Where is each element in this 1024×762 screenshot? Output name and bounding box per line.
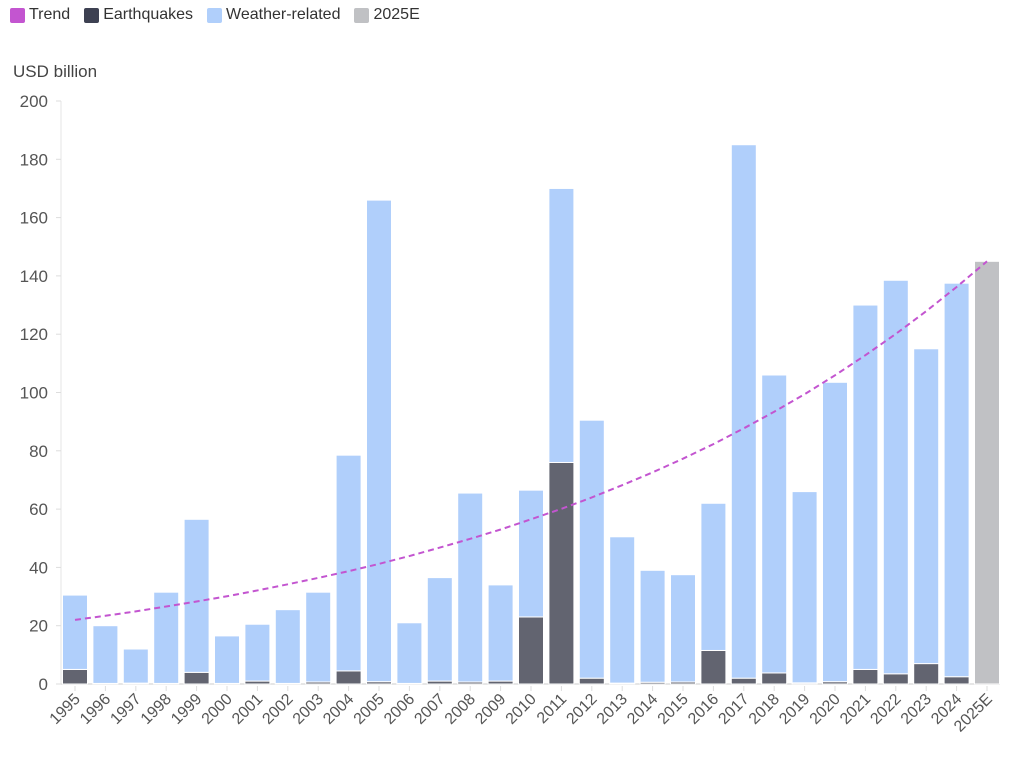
legend-label: 2025E bbox=[373, 6, 420, 23]
bar-weather-related bbox=[335, 454, 362, 672]
x-tick-label: 1996 bbox=[77, 691, 114, 728]
x-tick-label: 2022 bbox=[867, 691, 904, 728]
x-tick-label: 2008 bbox=[442, 691, 479, 728]
legend-label: Trend bbox=[29, 6, 71, 23]
x-tick-label: 2004 bbox=[320, 691, 357, 728]
x-tick-label: 2023 bbox=[898, 691, 935, 728]
bar-weather-related bbox=[518, 489, 544, 618]
x-tick-label: 1999 bbox=[168, 691, 205, 728]
x-tick-label: 1997 bbox=[107, 691, 144, 728]
bar-weather-related bbox=[639, 569, 666, 683]
y-tick-label: 0 bbox=[39, 675, 48, 694]
bar-earthquakes bbox=[943, 676, 970, 685]
bar-2025e bbox=[974, 260, 1000, 685]
bar-weather-related bbox=[244, 623, 271, 682]
bar-earthquakes bbox=[183, 671, 210, 685]
legend-item: Weather-related bbox=[207, 6, 340, 24]
bar-weather-related bbox=[943, 282, 970, 678]
bar-weather-related bbox=[305, 591, 332, 683]
x-tick-label: 2017 bbox=[715, 691, 752, 728]
legend-item: 2025E bbox=[354, 6, 420, 24]
bar-weather-related bbox=[214, 635, 240, 684]
legend-label: Earthquakes bbox=[103, 6, 194, 23]
bar-weather-related bbox=[548, 187, 575, 463]
legend-item: Earthquakes bbox=[84, 6, 193, 24]
legend-swatch bbox=[354, 7, 370, 23]
legend: Trend Earthquakes Weather-related 2025E bbox=[10, 6, 420, 24]
x-tick-label: 2021 bbox=[837, 691, 874, 728]
bar-weather-related bbox=[366, 199, 392, 683]
bar-earthquakes bbox=[548, 461, 575, 685]
bar-weather-related bbox=[700, 502, 727, 651]
bar-weather-related bbox=[183, 518, 210, 673]
bar-weather-related bbox=[92, 625, 119, 684]
x-tick-label: 1995 bbox=[47, 691, 84, 728]
bar-earthquakes bbox=[578, 677, 605, 685]
x-tick-label: 2010 bbox=[503, 691, 540, 728]
x-tick-label: 2003 bbox=[290, 691, 327, 728]
x-tick-label: 2012 bbox=[563, 691, 600, 728]
x-tick-label: 2014 bbox=[624, 691, 661, 728]
y-tick-label: 40 bbox=[29, 558, 48, 577]
x-tick-label: 2000 bbox=[199, 691, 236, 728]
y-tick-label: 20 bbox=[29, 617, 48, 636]
bar-weather-related bbox=[274, 609, 301, 684]
x-tick-label: 2006 bbox=[381, 691, 418, 728]
bar-weather-related bbox=[852, 304, 879, 670]
x-tick-label: 2001 bbox=[229, 691, 266, 728]
y-tick-label: 160 bbox=[20, 209, 48, 228]
legend-item: Trend bbox=[10, 6, 70, 24]
x-tick-label: 2011 bbox=[534, 691, 570, 727]
x-tick-label: 2016 bbox=[685, 691, 722, 728]
y-tick-label: 180 bbox=[20, 150, 48, 169]
y-tick-label: 80 bbox=[29, 442, 48, 461]
bar-earthquakes bbox=[730, 677, 757, 685]
bar-weather-related bbox=[670, 574, 696, 683]
bar-weather-related bbox=[609, 536, 636, 684]
y-tick-label: 100 bbox=[20, 384, 48, 403]
y-tick-label: 200 bbox=[20, 92, 48, 111]
x-tick-label: 1998 bbox=[138, 691, 175, 728]
y-tick-label: 120 bbox=[20, 325, 48, 344]
bar-earthquakes bbox=[882, 673, 909, 685]
bar-earthquakes bbox=[700, 649, 727, 685]
x-tick-label: 2019 bbox=[776, 691, 813, 728]
bar-weather-related bbox=[487, 584, 514, 682]
bar-earthquakes bbox=[913, 663, 940, 685]
y-tick-label: 60 bbox=[29, 500, 48, 519]
y-tick-label: 140 bbox=[20, 267, 48, 286]
bar-weather-related bbox=[578, 419, 605, 679]
x-tick-label: 2020 bbox=[807, 691, 844, 728]
bar-weather-related bbox=[122, 648, 149, 684]
x-tick-label: 2005 bbox=[351, 691, 388, 728]
legend-swatch bbox=[207, 7, 223, 23]
bar-weather-related bbox=[426, 577, 453, 682]
bar-weather-related bbox=[882, 279, 909, 675]
trend-line bbox=[74, 260, 988, 621]
legend-swatch bbox=[84, 7, 100, 23]
y-axis-label: USD billion bbox=[13, 62, 98, 81]
bar-weather-related bbox=[822, 381, 848, 683]
legend-label: Weather-related bbox=[226, 6, 341, 23]
x-tick-label: 2007 bbox=[411, 691, 448, 728]
bar-weather-related bbox=[730, 144, 757, 679]
x-tick-label: 2009 bbox=[472, 691, 509, 728]
x-tick-label: 2002 bbox=[259, 691, 296, 728]
bar-weather-related bbox=[913, 348, 940, 665]
bar-earthquakes bbox=[62, 668, 88, 685]
bar-earthquakes bbox=[852, 668, 879, 685]
legend-swatch bbox=[10, 7, 25, 23]
bar-earthquakes bbox=[335, 670, 362, 685]
x-tick-label: 2018 bbox=[746, 691, 783, 728]
bar-weather-related bbox=[761, 374, 788, 674]
bar-earthquakes bbox=[518, 616, 544, 685]
bar-weather-related bbox=[62, 594, 88, 670]
bar-weather-related bbox=[396, 622, 423, 684]
bar-earthquakes bbox=[761, 672, 788, 685]
bar-weather-related bbox=[457, 492, 484, 683]
bar-weather-related bbox=[791, 491, 818, 684]
x-tick-label: 2013 bbox=[594, 691, 631, 728]
x-tick-label: 2015 bbox=[655, 691, 692, 728]
